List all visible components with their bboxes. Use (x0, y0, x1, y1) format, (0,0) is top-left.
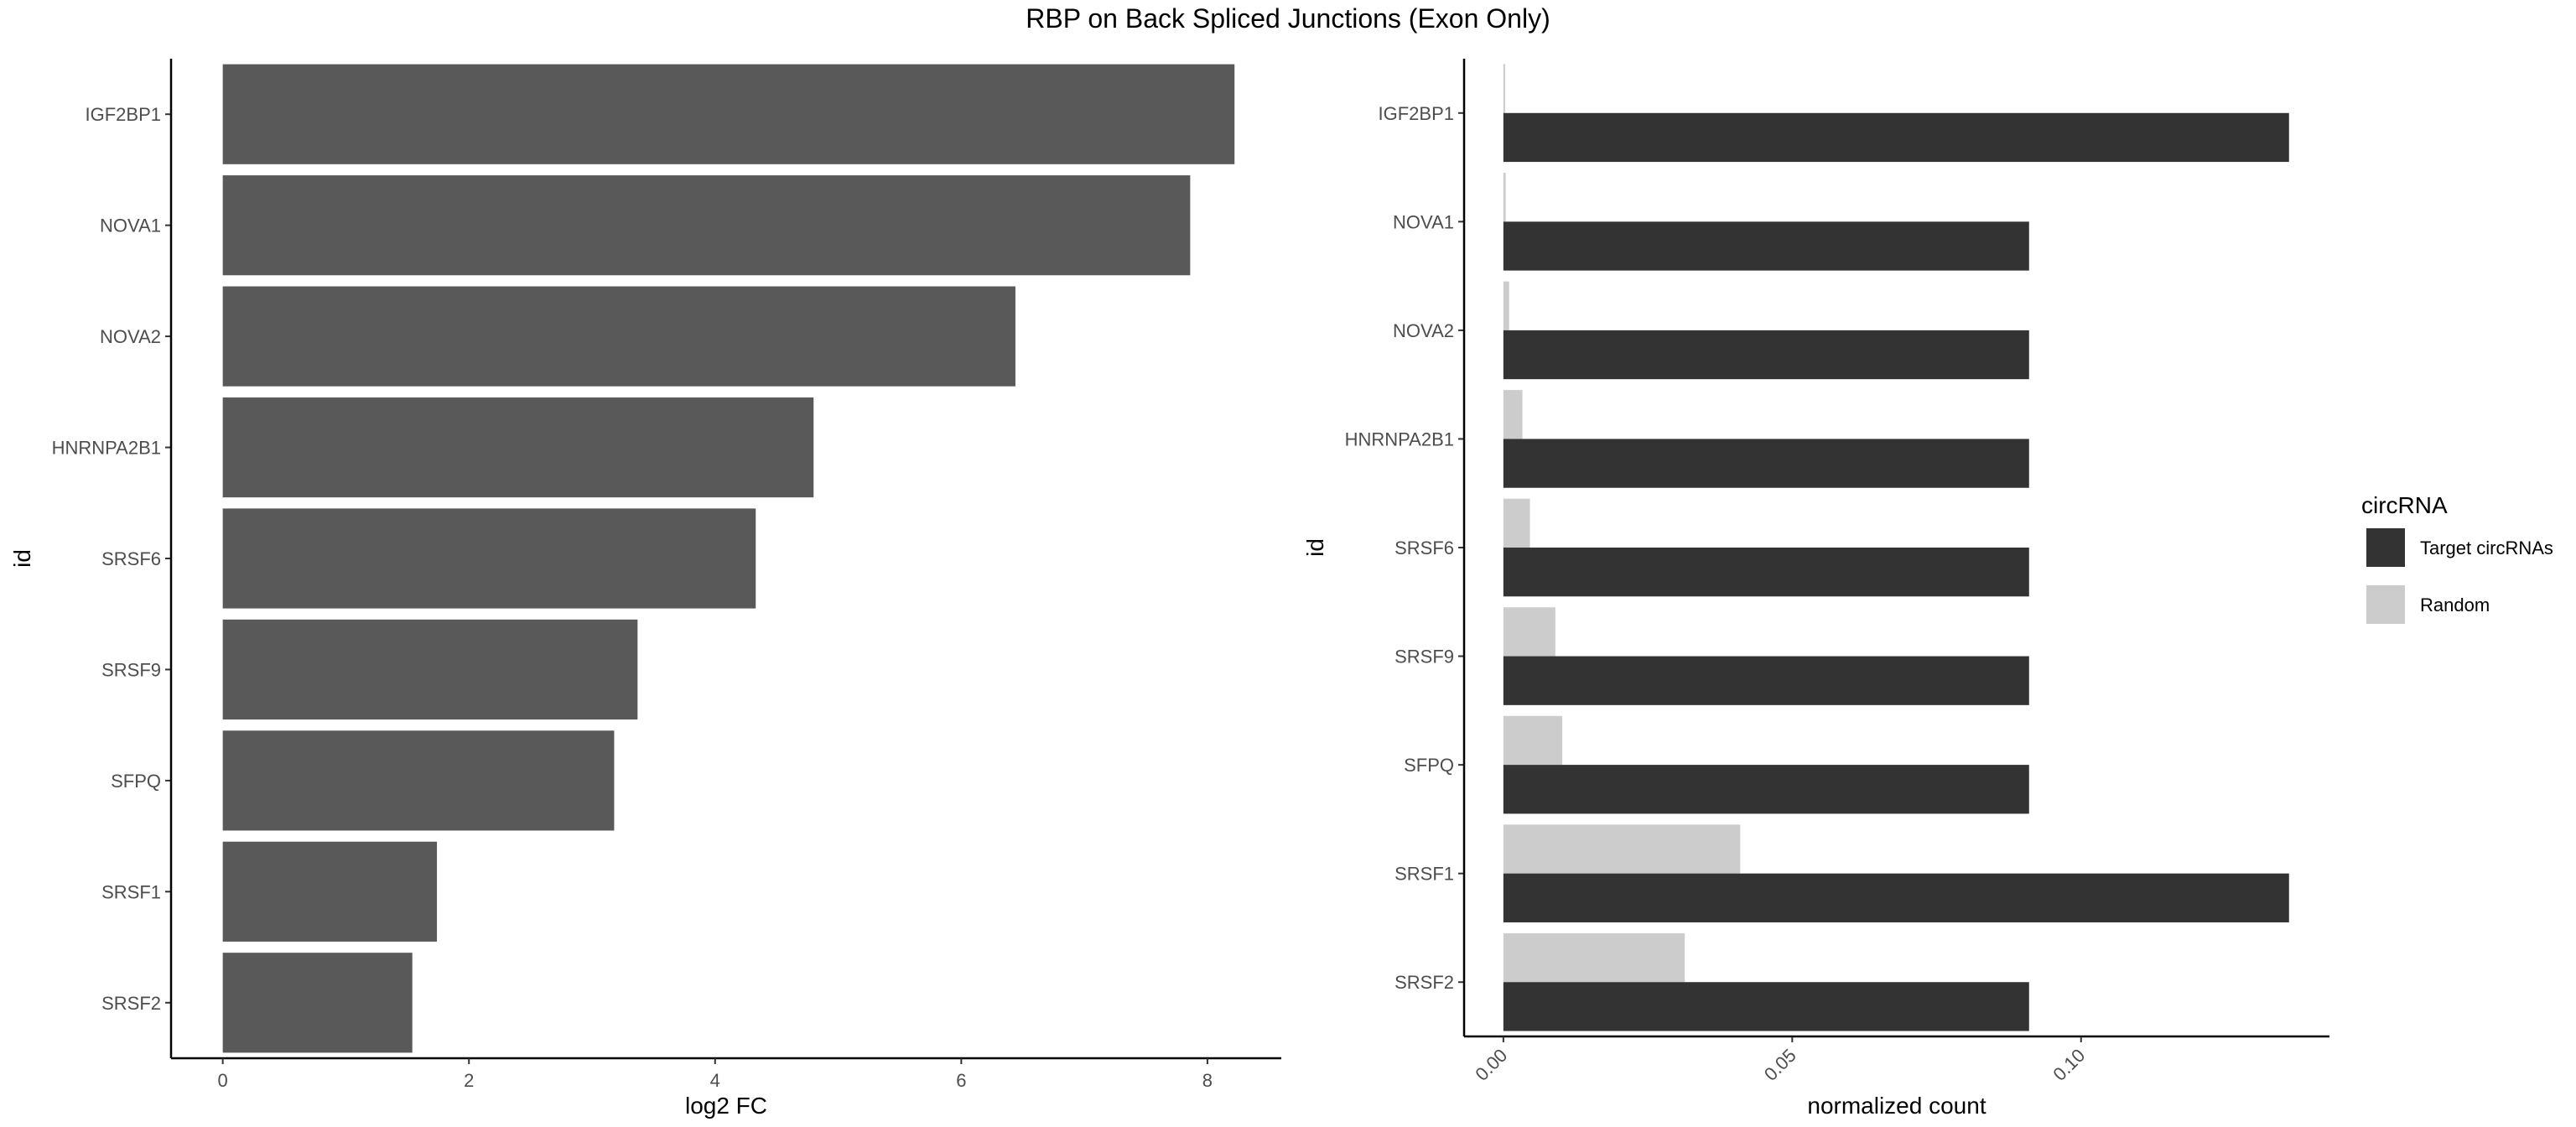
y-tick-label-sfpq: SFPQ (111, 771, 161, 792)
bar-sfpq (222, 730, 615, 831)
y-tick-label-srsf6: SRSF6 (1394, 538, 1454, 558)
x-tick-label-2: 0.10 (2049, 1045, 2089, 1085)
y-tick-label-srsf1: SRSF1 (101, 881, 161, 902)
x-tick-label-0: 0.00 (1471, 1045, 1511, 1085)
x-axis-title: normalized count (1807, 1093, 1986, 1119)
right-panel-normalized-count: IGF2BP1 NOVA1 NOVA2 HNRNPA2B1 SRSF6 SRSF9 SFPQ… (1302, 59, 2329, 1119)
bar-nova2 (222, 286, 1015, 387)
bar-random-hnrnpa2b1 (1503, 390, 1523, 439)
bar-target-igf2bp1 (1503, 112, 2289, 163)
x-tick-label-1: 2 (464, 1070, 474, 1091)
y-tick-label-srsf1: SRSF1 (1394, 864, 1454, 885)
x-tick-label-1: 0.05 (1760, 1045, 1800, 1085)
bar-random-nova1 (1503, 173, 1506, 222)
y-tick-label-nova1: NOVA1 (1393, 211, 1454, 232)
bar-target-hnrnpa2b1 (1503, 439, 2029, 488)
legend-label-1: Random (2420, 595, 2490, 615)
bar-srsf2 (222, 953, 413, 1053)
bar-igf2bp1 (222, 64, 1235, 164)
bar-srsf6 (222, 508, 756, 609)
y-tick-label-hnrnpa2b1: HNRNPA2B1 (52, 438, 161, 459)
bar-random-srsf9 (1503, 607, 1555, 657)
x-tick-label-3: 6 (956, 1070, 966, 1091)
legend-key-1 (2366, 585, 2405, 624)
bar-random-srsf2 (1503, 932, 1685, 983)
legend-title: circRNA (2361, 492, 2448, 518)
y-tick-label-hnrnpa2b1: HNRNPA2B1 (1345, 428, 1454, 449)
figure-title: RBP on Back Spliced Junctions (Exon Only… (1026, 3, 1550, 34)
bar-random-srsf6 (1503, 498, 1530, 548)
bar-random-nova2 (1503, 281, 1509, 330)
bar-random-igf2bp1 (1503, 64, 1505, 113)
legend-label-0: Target circRNAs (2420, 538, 2553, 558)
bar-target-srsf1 (1503, 873, 2289, 922)
bar-target-sfpq (1503, 765, 2029, 814)
bar-target-srsf9 (1503, 656, 2029, 705)
bar-random-srsf1 (1503, 824, 1741, 874)
left-panel-log2fc: IGF2BP1 NOVA1 NOVA2 HNRNPA2B1 SRSF6 SRSF9 SFPQ… (9, 59, 1281, 1119)
y-tick-label-nova2: NOVA2 (100, 326, 161, 347)
bar-nova1 (222, 175, 1191, 276)
bar-random-sfpq (1503, 715, 1563, 766)
bar-target-srsf6 (1503, 548, 2029, 597)
y-tick-label-srsf9: SRSF9 (101, 659, 161, 680)
bar-hnrnpa2b1 (222, 397, 814, 498)
y-axis-title: id (1302, 538, 1328, 557)
x-axis-title: log2 FC (685, 1093, 767, 1119)
y-tick-label-srsf2: SRSF2 (101, 993, 161, 1014)
y-tick-label-nova2: NOVA2 (1393, 320, 1454, 341)
x-tick-label-2: 4 (710, 1070, 720, 1091)
legend: circRNA Target circRNAs Random (2361, 492, 2553, 624)
bar-srsf1 (222, 841, 438, 942)
y-tick-label-igf2bp1: IGF2BP1 (86, 104, 161, 125)
y-tick-label-nova1: NOVA1 (100, 216, 161, 236)
bar-target-nova2 (1503, 330, 2029, 380)
bar-srsf9 (222, 619, 638, 720)
legend-key-0 (2366, 528, 2405, 567)
bar-target-srsf2 (1503, 982, 2029, 1031)
y-axis-title: id (9, 549, 35, 568)
y-tick-label-igf2bp1: IGF2BP1 (1379, 103, 1454, 124)
x-tick-label-0: 0 (218, 1070, 228, 1091)
y-tick-label-srsf2: SRSF2 (1394, 972, 1454, 993)
y-tick-label-srsf6: SRSF6 (101, 548, 161, 569)
bar-target-nova1 (1503, 221, 2029, 271)
y-tick-label-srsf9: SRSF9 (1394, 647, 1454, 667)
x-tick-label-4: 8 (1202, 1070, 1213, 1091)
y-tick-label-sfpq: SFPQ (1404, 755, 1454, 776)
